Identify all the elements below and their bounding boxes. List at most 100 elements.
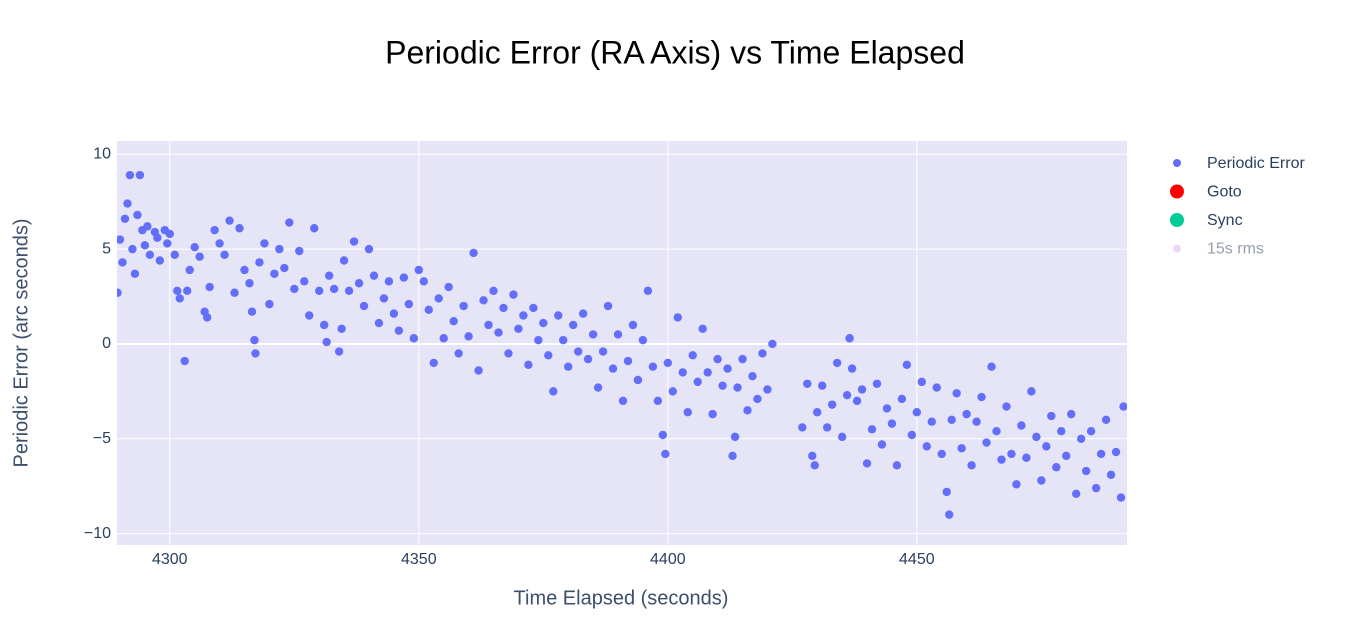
data-point	[987, 362, 996, 371]
grid	[117, 141, 1127, 545]
data-point	[265, 299, 274, 309]
data-point	[285, 218, 294, 227]
data-point	[564, 362, 573, 371]
data-point	[349, 237, 359, 246]
data-point	[215, 239, 224, 248]
data-point	[1116, 493, 1126, 502]
data-point	[337, 324, 346, 333]
data-point	[852, 396, 862, 406]
data-point	[170, 250, 179, 260]
data-point	[942, 487, 951, 497]
data-point	[155, 256, 165, 265]
data-point	[554, 311, 563, 320]
data-point	[251, 349, 260, 358]
legend-marker	[1170, 184, 1184, 199]
data-point	[143, 222, 152, 231]
data-point	[857, 385, 867, 394]
data-point	[185, 265, 194, 275]
legend-marker	[1173, 244, 1181, 253]
data-point	[768, 339, 777, 349]
data-point	[837, 432, 847, 442]
y-axis-title: Periodic Error (arc seconds)	[10, 219, 32, 468]
data-point	[588, 330, 598, 339]
data-point	[374, 318, 384, 328]
data-point	[280, 263, 289, 273]
data-point	[907, 430, 917, 440]
legend-item[interactable]: Sync	[1170, 212, 1243, 229]
data-point	[1032, 432, 1041, 442]
data-point	[897, 394, 907, 404]
data-point	[957, 444, 966, 453]
data-point	[275, 244, 284, 254]
data-point	[389, 309, 399, 318]
data-point	[952, 389, 961, 398]
data-point	[344, 286, 354, 296]
data-point	[504, 349, 513, 358]
legend-item[interactable]: Periodic Error	[1173, 155, 1305, 172]
data-point	[165, 229, 174, 239]
data-point	[409, 334, 419, 343]
data-point	[748, 371, 757, 381]
data-point	[698, 324, 707, 333]
data-point	[314, 286, 324, 296]
legend: Periodic Error Goto Sync 15s rms	[1170, 155, 1305, 258]
data-point	[922, 442, 931, 451]
data-point	[718, 381, 727, 390]
data-point	[120, 214, 130, 223]
data-point	[673, 313, 682, 322]
data-point	[549, 387, 558, 396]
data-point	[608, 364, 618, 373]
data-point	[429, 358, 438, 368]
data-point	[1119, 402, 1127, 411]
data-point	[708, 409, 717, 419]
data-point	[140, 241, 150, 250]
data-point	[618, 396, 628, 406]
data-point	[180, 356, 189, 366]
data-point	[842, 390, 852, 400]
data-point	[524, 360, 533, 370]
legend-item[interactable]: Goto	[1170, 184, 1242, 201]
data-point	[733, 383, 742, 392]
data-point	[633, 375, 643, 385]
data-point	[658, 430, 668, 440]
data-point	[1111, 447, 1121, 457]
data-point	[247, 307, 257, 316]
y-tick-label: 10	[93, 145, 111, 162]
data-point	[661, 449, 670, 459]
data-point	[1101, 415, 1111, 425]
data-point	[758, 349, 767, 358]
data-point	[364, 244, 374, 254]
legend-item[interactable]: 15s rms	[1173, 241, 1264, 258]
data-point	[917, 377, 927, 387]
data-point	[225, 216, 234, 225]
data-point	[514, 324, 523, 333]
data-point	[474, 366, 483, 375]
data-point	[1017, 421, 1026, 430]
data-point	[643, 286, 653, 296]
data-point	[803, 379, 812, 388]
data-point	[128, 244, 137, 254]
x-axis-title: Time Elapsed (seconds)	[514, 587, 729, 609]
data-point	[529, 303, 538, 313]
data-point	[379, 294, 389, 303]
data-point	[683, 408, 692, 417]
data-point	[947, 415, 956, 425]
data-point	[1106, 470, 1116, 480]
data-point	[832, 358, 842, 368]
data-point	[519, 311, 528, 320]
data-point	[738, 354, 747, 364]
data-point	[972, 417, 981, 426]
data-point	[469, 248, 478, 258]
data-point	[982, 438, 991, 447]
data-point	[324, 271, 334, 280]
data-point	[173, 286, 182, 296]
data-point	[937, 449, 946, 459]
data-point	[902, 360, 912, 370]
data-point	[568, 320, 578, 330]
data-point	[449, 316, 458, 326]
data-point	[912, 408, 922, 417]
data-point	[424, 305, 433, 315]
data-point	[892, 461, 902, 470]
data-point	[205, 282, 214, 292]
data-point	[593, 383, 603, 392]
